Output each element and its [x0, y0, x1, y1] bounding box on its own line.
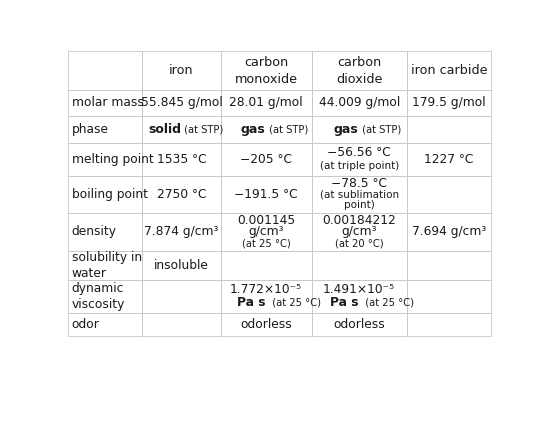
- Text: (at STP): (at STP): [359, 124, 401, 134]
- Bar: [221, 213, 312, 251]
- Bar: [221, 175, 312, 213]
- Text: 1227 °C: 1227 °C: [424, 153, 474, 166]
- Text: 7.694 g/cm³: 7.694 g/cm³: [412, 226, 486, 238]
- Text: 55.845 g/mol: 55.845 g/mol: [140, 96, 222, 110]
- Text: Pa s: Pa s: [330, 296, 359, 309]
- Text: 28.01 g/mol: 28.01 g/mol: [229, 96, 303, 110]
- Text: solubility in
water: solubility in water: [72, 251, 142, 280]
- Bar: [221, 51, 312, 90]
- Bar: [68, 280, 143, 313]
- Text: 7.874 g/cm³: 7.874 g/cm³: [144, 226, 218, 238]
- Text: melting point: melting point: [72, 153, 153, 166]
- Bar: [143, 90, 221, 116]
- Text: −56.56 °C: −56.56 °C: [327, 146, 391, 159]
- Bar: [68, 313, 143, 336]
- Bar: [143, 116, 221, 143]
- Text: iron: iron: [169, 64, 194, 77]
- Bar: [68, 251, 143, 280]
- Bar: [312, 313, 407, 336]
- Bar: [312, 90, 407, 116]
- Text: −205 °C: −205 °C: [240, 153, 292, 166]
- Text: 2750 °C: 2750 °C: [157, 187, 206, 201]
- Bar: [407, 51, 491, 90]
- Text: (at 25 °C): (at 25 °C): [266, 298, 321, 308]
- Text: (at 25 °C): (at 25 °C): [359, 298, 414, 308]
- Text: (at STP): (at STP): [266, 124, 308, 134]
- Text: odor: odor: [72, 318, 99, 331]
- Bar: [221, 90, 312, 116]
- Text: gas: gas: [241, 123, 266, 136]
- Text: carbon
monoxide: carbon monoxide: [235, 56, 298, 86]
- Text: 179.5 g/mol: 179.5 g/mol: [412, 96, 486, 110]
- Text: 0.001145: 0.001145: [237, 214, 295, 227]
- Text: odorless: odorless: [333, 318, 385, 331]
- Bar: [312, 143, 407, 175]
- Text: phase: phase: [72, 123, 109, 136]
- Bar: [407, 313, 491, 336]
- Bar: [143, 51, 221, 90]
- Text: −78.5 °C: −78.5 °C: [331, 177, 387, 190]
- Text: (at STP): (at STP): [181, 124, 224, 134]
- Text: solid: solid: [148, 123, 181, 136]
- Text: iron carbide: iron carbide: [411, 64, 488, 77]
- Bar: [68, 116, 143, 143]
- Text: 1535 °C: 1535 °C: [157, 153, 206, 166]
- Text: 44.009 g/mol: 44.009 g/mol: [318, 96, 400, 110]
- Text: boiling point: boiling point: [72, 187, 147, 201]
- Bar: [221, 116, 312, 143]
- Bar: [312, 116, 407, 143]
- Text: 1.772×10⁻⁵: 1.772×10⁻⁵: [230, 283, 302, 296]
- Text: g/cm³: g/cm³: [341, 226, 377, 238]
- Bar: [143, 280, 221, 313]
- Text: 1.491×10⁻⁵: 1.491×10⁻⁵: [323, 283, 395, 296]
- Text: dynamic
viscosity: dynamic viscosity: [72, 282, 125, 312]
- Bar: [407, 280, 491, 313]
- Bar: [407, 143, 491, 175]
- Bar: [143, 251, 221, 280]
- Bar: [221, 143, 312, 175]
- Text: odorless: odorless: [240, 318, 292, 331]
- Bar: [68, 90, 143, 116]
- Text: 0.00184212: 0.00184212: [322, 214, 396, 227]
- Bar: [143, 213, 221, 251]
- Text: density: density: [72, 226, 117, 238]
- Bar: [143, 313, 221, 336]
- Bar: [407, 90, 491, 116]
- Text: molar mass: molar mass: [72, 96, 144, 110]
- Text: carbon
dioxide: carbon dioxide: [336, 56, 382, 86]
- Bar: [407, 175, 491, 213]
- Text: (at sublimation: (at sublimation: [319, 189, 399, 199]
- Bar: [143, 143, 221, 175]
- Bar: [68, 143, 143, 175]
- Text: Pa s: Pa s: [237, 296, 266, 309]
- Bar: [68, 175, 143, 213]
- Bar: [312, 175, 407, 213]
- Bar: [221, 251, 312, 280]
- Bar: [407, 251, 491, 280]
- Bar: [143, 175, 221, 213]
- Text: (at triple point): (at triple point): [319, 161, 399, 171]
- Bar: [68, 213, 143, 251]
- Bar: [407, 116, 491, 143]
- Text: point): point): [344, 200, 375, 210]
- Text: −191.5 °C: −191.5 °C: [234, 187, 298, 201]
- Bar: [312, 213, 407, 251]
- Bar: [68, 51, 143, 90]
- Bar: [312, 251, 407, 280]
- Text: g/cm³: g/cm³: [248, 226, 284, 238]
- Text: (at 25 °C): (at 25 °C): [242, 238, 290, 248]
- Bar: [221, 280, 312, 313]
- Bar: [312, 51, 407, 90]
- Text: insoluble: insoluble: [154, 259, 209, 272]
- Bar: [312, 280, 407, 313]
- Text: gas: gas: [334, 123, 359, 136]
- Bar: [407, 213, 491, 251]
- Text: (at 20 °C): (at 20 °C): [335, 238, 383, 248]
- Bar: [221, 313, 312, 336]
